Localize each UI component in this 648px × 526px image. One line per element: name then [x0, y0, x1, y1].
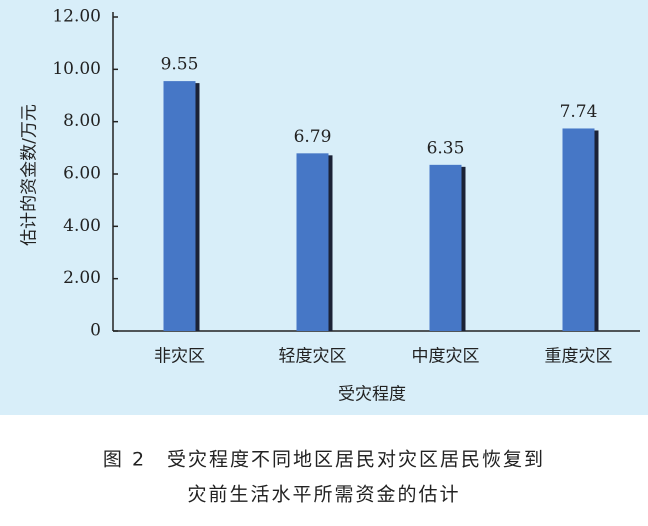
- value-label: 6.79: [294, 127, 332, 147]
- x-tick-label: 轻度灾区: [279, 347, 347, 367]
- value-label: 6.35: [427, 138, 465, 158]
- y-tick-label: 10.00: [52, 59, 101, 79]
- caption: 图 2 受灾程度不同地区居民对灾区居民恢复到: [103, 449, 545, 471]
- caption: 灾前生活水平所需资金的估计: [187, 484, 460, 506]
- bar: [562, 128, 595, 331]
- bar-shadow: [461, 166, 466, 331]
- bar: [429, 164, 462, 331]
- bar-shadow: [328, 155, 333, 331]
- x-tick-label: 重度灾区: [545, 347, 613, 367]
- bar-shadow: [195, 83, 200, 331]
- x-axis-label: 受灾程度: [338, 385, 406, 405]
- y-tick-label: 12.00: [52, 7, 101, 27]
- y-tick-label: 0: [90, 321, 101, 341]
- y-tick-label: 4.00: [63, 216, 101, 236]
- y-tick-label: 8.00: [63, 111, 101, 131]
- value-label: 9.55: [161, 55, 199, 75]
- bar-shadow: [594, 130, 599, 331]
- value-label: 7.74: [560, 102, 598, 122]
- x-tick-label: 中度灾区: [412, 347, 480, 367]
- y-axis-label: 估计的资金数/万元: [20, 104, 40, 246]
- bar: [296, 153, 329, 331]
- y-tick-label: 2.00: [63, 268, 101, 288]
- bar: [163, 81, 196, 331]
- y-tick-label: 6.00: [63, 164, 101, 184]
- x-tick-label: 非灾区: [154, 347, 205, 367]
